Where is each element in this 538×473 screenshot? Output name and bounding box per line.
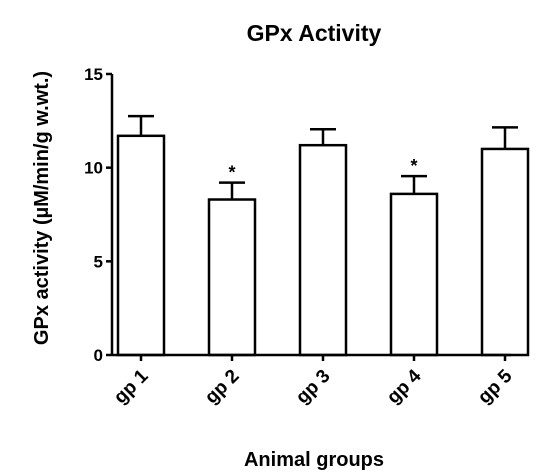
x-tick-label: gp 2 (201, 366, 243, 408)
bar (209, 200, 255, 355)
x-axis-label: Animal groups (244, 449, 384, 471)
y-tick-label: 5 (94, 252, 103, 271)
bar (391, 194, 437, 355)
x-tick-label: gp 5 (474, 365, 517, 408)
x-tick-label: gp 4 (383, 365, 426, 408)
plot-area: gp 1 * gp 2 gp 3 * gp 4 gp 5 0 5 10 15 (84, 65, 528, 408)
significance-marker: * (410, 156, 417, 176)
y-tick-label: 15 (84, 65, 103, 84)
y-tick-label: 0 (94, 346, 103, 365)
x-tick-label: gp 3 (292, 366, 334, 408)
chart-title: GPx Activity (247, 20, 382, 46)
bar (482, 149, 528, 355)
bar (118, 136, 164, 355)
y-axis-label: GPx activity (µM/min/g w.wt.) (31, 71, 53, 345)
bar (300, 145, 346, 355)
x-tick-label: gp 1 (110, 365, 153, 408)
y-tick-label: 10 (84, 159, 103, 178)
significance-marker: * (228, 163, 235, 183)
